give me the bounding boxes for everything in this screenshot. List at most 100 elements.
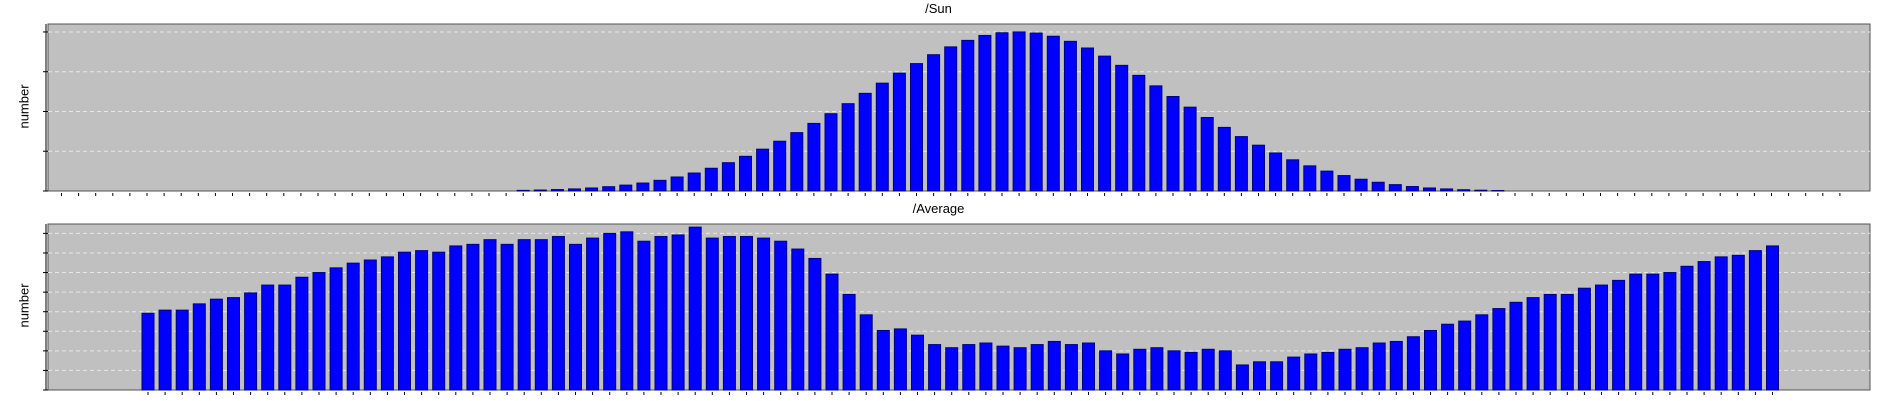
bar [586,237,600,391]
bar [1029,32,1043,192]
bar [790,132,804,192]
bar [1612,279,1626,391]
bar [671,234,685,391]
bar [1081,47,1094,192]
bar [1457,189,1471,192]
bar [910,63,923,192]
bar [739,155,752,192]
bar [892,72,906,192]
bar [1338,348,1352,391]
bar [1697,261,1711,391]
bar [516,189,530,192]
bar [945,347,959,391]
bar [825,273,839,391]
bar [1475,314,1489,391]
bar [585,187,599,192]
bar [722,236,736,391]
bar [927,54,941,192]
bar [1133,348,1147,391]
bar [1629,273,1643,391]
bar [1099,350,1113,391]
bar [944,46,958,192]
bar [1234,136,1248,192]
bar [619,184,633,192]
bar [842,293,856,391]
bar [636,182,650,192]
bar [534,239,548,391]
bar [1440,188,1454,192]
bar [1132,74,1146,192]
bar [670,176,684,192]
bar [807,122,821,192]
bar [603,232,617,391]
bar [329,267,343,391]
bar [756,148,770,192]
bar [653,179,667,192]
bar [875,82,889,192]
bar [962,344,976,391]
bar [1595,284,1608,391]
bar [1405,186,1419,192]
bar [1748,250,1762,391]
bar [757,237,771,391]
bar [1731,254,1745,391]
bar [979,342,993,391]
bar [704,167,718,192]
bar [466,243,480,391]
bar [1441,323,1455,391]
chart-title: /Sun [925,1,952,16]
bar [773,140,787,192]
bar [1098,55,1112,192]
bar [175,309,189,391]
bar [687,172,701,192]
bar [911,334,924,391]
bar [1474,189,1488,192]
bar [1526,297,1540,391]
bar [1646,273,1660,391]
bar [295,276,309,391]
bar [1304,353,1318,391]
bar [1218,350,1232,391]
bar [1543,293,1557,391]
bar [1491,190,1505,192]
bar [1424,329,1437,391]
bar [380,256,394,391]
bar [841,103,855,192]
bar [791,248,805,391]
bar [1167,350,1181,391]
bar [893,328,907,391]
bar [1406,336,1420,391]
bar [415,250,429,391]
bar [740,236,753,391]
bar [995,32,1009,192]
bar [1200,117,1214,192]
bar [1166,96,1180,192]
bar [1183,106,1197,192]
bar [569,243,582,391]
bar [620,231,634,391]
bar [1355,347,1369,391]
bar [568,188,581,192]
bar [1063,40,1077,192]
bar [1013,347,1027,391]
bar [1714,256,1728,391]
bar [1082,342,1095,391]
bar [824,113,838,192]
bar [363,259,377,391]
bar [1371,181,1385,192]
bar [1064,344,1078,391]
bar [1046,35,1060,192]
bar [158,309,172,391]
bar [1253,361,1266,391]
bar [654,236,668,391]
bar [192,303,206,391]
bar [961,39,975,192]
bar [774,240,788,391]
bar [1372,342,1386,391]
bar [1269,152,1283,192]
bar [1458,320,1472,391]
bar [1115,64,1129,192]
bar [1423,187,1436,192]
bar [432,251,446,391]
